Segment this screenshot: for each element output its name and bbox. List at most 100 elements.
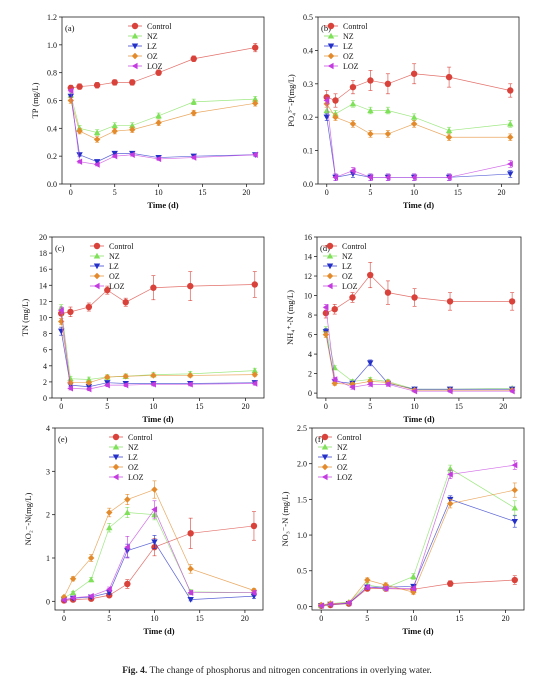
data-point [507,160,513,168]
legend-marker [326,242,334,250]
legend-marker [93,282,100,290]
data-point [190,98,197,105]
y-tick-label: 2 [43,378,47,387]
data-point [250,522,258,530]
data-point [87,576,95,583]
data-point [384,130,392,138]
x-tick-label: 15 [455,614,463,623]
data-point [252,100,259,107]
series-NZ [67,91,259,136]
x-tick-label: 5 [113,188,117,197]
y-tick-label: 0.5 [297,567,307,576]
plot-frame [54,427,264,611]
data-point [447,465,454,472]
series-LOZ [60,500,257,604]
data-point [410,573,417,580]
y-tick-label: 4 [308,350,312,359]
legend-entry: Control [343,22,368,31]
x-tick-label: 15 [196,614,204,623]
data-point [251,367,258,374]
plot-frame [317,16,520,185]
data-point [410,585,416,592]
x-tick-label: 0 [59,402,63,411]
y-tick-label: 1.2 [47,13,57,22]
data-point [507,87,514,94]
y-tick-label: 0.0 [47,180,57,189]
data-point [187,530,194,537]
data-point [508,387,515,395]
y-tick-label: 2 [308,370,312,379]
data-point [384,381,391,388]
y-tick-label: 10 [39,314,47,323]
y-axis-label: NO₂⁻-N(mg/L) [23,492,33,545]
y-tick-label: 0 [43,394,47,403]
data-point [323,107,330,114]
data-point [349,384,356,391]
data-point [367,271,374,279]
series-line [70,94,256,133]
y-axis-label: PO₄³⁻-P(mg/L) [286,74,296,127]
data-point [511,576,518,584]
data-point [447,471,453,478]
data-point [76,158,83,165]
data-point [67,385,73,392]
data-point [349,83,357,91]
data-point [151,486,158,493]
data-point [85,384,93,390]
legend-marker [93,252,101,259]
panel-label: (e) [58,434,68,444]
data-point [155,119,162,126]
data-point [251,380,258,387]
legend-marker [93,272,101,280]
data-point [104,286,111,294]
legend-marker [327,22,335,30]
y-tick-label: 0.4 [303,46,313,55]
legend-marker [131,62,138,70]
data-point [345,599,352,607]
legend-marker [321,443,329,450]
series-line [60,321,255,384]
data-point [87,554,95,562]
y-axis-label: NH₄⁺-N (mg/L) [285,290,295,345]
data-point [106,586,112,593]
legend-entry: Control [128,433,153,442]
series-line [70,47,256,89]
data-point [111,79,118,86]
data-point [332,114,339,121]
data-point [187,372,194,379]
series-line [63,489,255,598]
legend-marker [327,32,335,39]
data-point [364,576,371,584]
data-point [124,580,131,588]
legend-entry: LZ [109,262,119,271]
y-axis-label: TN (mg/L) [20,299,30,337]
data-point [411,387,418,395]
data-point [251,281,258,288]
y-tick-label: 0.6 [47,97,57,106]
legend-entry: OZ [109,272,120,281]
data-point [447,500,454,507]
y-tick-label: 0.0 [297,602,307,611]
series-line [60,331,255,388]
data-point [69,575,77,582]
data-point [69,594,76,602]
y-tick-label: 1.0 [297,531,307,540]
y-axis-label: TP (mg/L) [30,82,40,118]
y-tick-label: 12 [304,272,312,281]
y-tick-label: 2.0 [297,460,307,469]
data-point [384,107,392,114]
y-tick-label: 0.8 [47,69,57,78]
data-point [67,87,74,94]
data-point [511,504,518,511]
legend-entry: Control [342,242,367,251]
data-point [445,73,453,81]
series-LOZ [318,460,518,609]
series-line [60,307,255,380]
x-tick-label: 5 [107,614,111,623]
series-line [326,103,511,138]
x-tick-label: 5 [105,402,109,411]
x-tick-label: 0 [325,188,329,197]
x-tick-label: 20 [242,188,250,197]
series-LOZ [322,304,515,395]
